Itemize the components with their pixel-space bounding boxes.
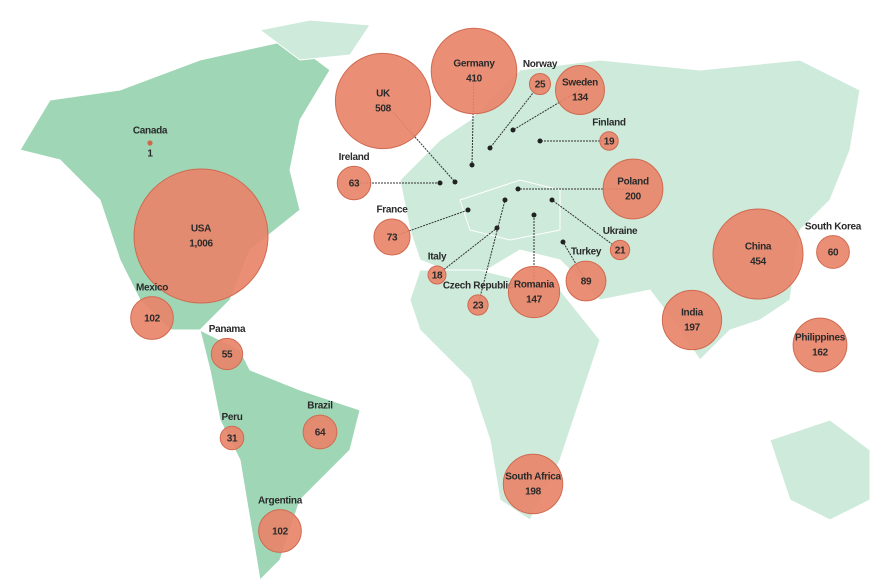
leader-dot <box>510 127 516 133</box>
bubble <box>427 265 447 285</box>
bubble <box>661 289 723 351</box>
bubble <box>507 265 561 319</box>
value-label: 18 <box>432 271 443 282</box>
country-label: Mexico <box>136 282 168 293</box>
bubble <box>258 509 302 553</box>
value-label: 23 <box>473 301 484 312</box>
value-label: 19 <box>604 137 615 148</box>
leader-line <box>477 199 506 306</box>
leader-line <box>489 83 541 149</box>
value-label: 102 <box>144 314 161 325</box>
country-label: Brazil <box>307 401 333 412</box>
value-label: 63 <box>349 179 360 190</box>
country-label: Argentina <box>258 495 303 506</box>
bubble <box>302 414 338 450</box>
country-label: Canada <box>133 126 168 137</box>
bubble <box>130 296 174 340</box>
bubble <box>133 168 269 304</box>
bubble <box>210 337 244 371</box>
value-label: 64 <box>315 428 326 439</box>
leader-dot <box>502 197 508 203</box>
country-label: South Korea <box>805 221 862 232</box>
leader-line <box>551 199 621 251</box>
value-label: 508 <box>375 104 392 115</box>
leader-dot <box>465 207 471 213</box>
leader-dot <box>452 179 458 185</box>
leader-line <box>436 227 498 276</box>
value-label: 197 <box>684 323 701 334</box>
leader-dot <box>515 186 521 192</box>
bubble <box>219 425 245 451</box>
bubble <box>555 65 605 115</box>
country-label: China <box>745 242 772 253</box>
bubble <box>609 239 631 261</box>
bubble <box>602 158 664 220</box>
bubble <box>467 294 489 316</box>
value-label: 134 <box>572 93 589 104</box>
country-label: France <box>377 205 409 216</box>
country-label: UK <box>376 89 391 100</box>
leader-dot <box>494 225 500 231</box>
value-label: 73 <box>387 233 398 244</box>
country-label: Ukraine <box>603 226 638 237</box>
country-label: Sweden <box>562 78 598 89</box>
value-label: 1 <box>147 149 153 160</box>
country-label: India <box>681 308 704 319</box>
country-label: Czech Republic <box>443 281 514 292</box>
value-label: 31 <box>227 434 238 445</box>
country-label: Norway <box>523 59 558 70</box>
leader-dot <box>560 239 566 245</box>
value-label: 200 <box>625 192 642 203</box>
country-label: Peru <box>221 412 242 423</box>
value-label: 21 <box>615 246 626 257</box>
bubble <box>599 131 619 151</box>
value-label: 454 <box>750 257 767 268</box>
value-label: 25 <box>535 80 546 91</box>
value-label: 198 <box>525 487 542 498</box>
leader-dot <box>437 180 443 186</box>
country-label: Germany <box>453 59 495 70</box>
country-label: Turkey <box>571 247 602 258</box>
value-label: 410 <box>466 74 483 85</box>
value-label: 60 <box>828 248 839 259</box>
country-label: South Africa <box>505 472 561 483</box>
bubble <box>712 208 804 300</box>
country-label: Finland <box>592 117 626 128</box>
value-label: 89 <box>581 277 592 288</box>
value-label: 55 <box>222 350 233 361</box>
leader-dot <box>537 138 543 144</box>
country-label: Ireland <box>339 152 370 163</box>
country-label: Panama <box>209 324 246 335</box>
value-label: 162 <box>812 348 829 359</box>
bubble <box>792 317 848 373</box>
bubble <box>816 235 850 269</box>
bubble <box>373 218 411 256</box>
bubble <box>336 165 372 201</box>
bubble <box>565 260 607 302</box>
bubbles-layer: Canada 1 USA 1,006 Mexico 102 Panama 55 Peru 31 Br… <box>130 27 862 553</box>
country-label: Philippines <box>795 333 846 344</box>
leader-dot <box>549 197 555 203</box>
leader-dot <box>469 162 475 168</box>
bubble <box>430 27 518 115</box>
bubble <box>528 72 552 96</box>
leader-dot <box>487 145 493 151</box>
country-label: Poland <box>617 177 649 188</box>
value-label: 1,006 <box>189 239 213 250</box>
value-label: 147 <box>526 295 543 306</box>
bubble <box>334 52 432 150</box>
value-label: 102 <box>272 527 289 538</box>
bubble <box>502 453 564 515</box>
country-label: USA <box>191 224 211 235</box>
bubble <box>147 140 153 146</box>
leader-dot <box>531 212 537 218</box>
country-label: Romania <box>514 280 555 291</box>
country-label: Italy <box>428 252 447 263</box>
